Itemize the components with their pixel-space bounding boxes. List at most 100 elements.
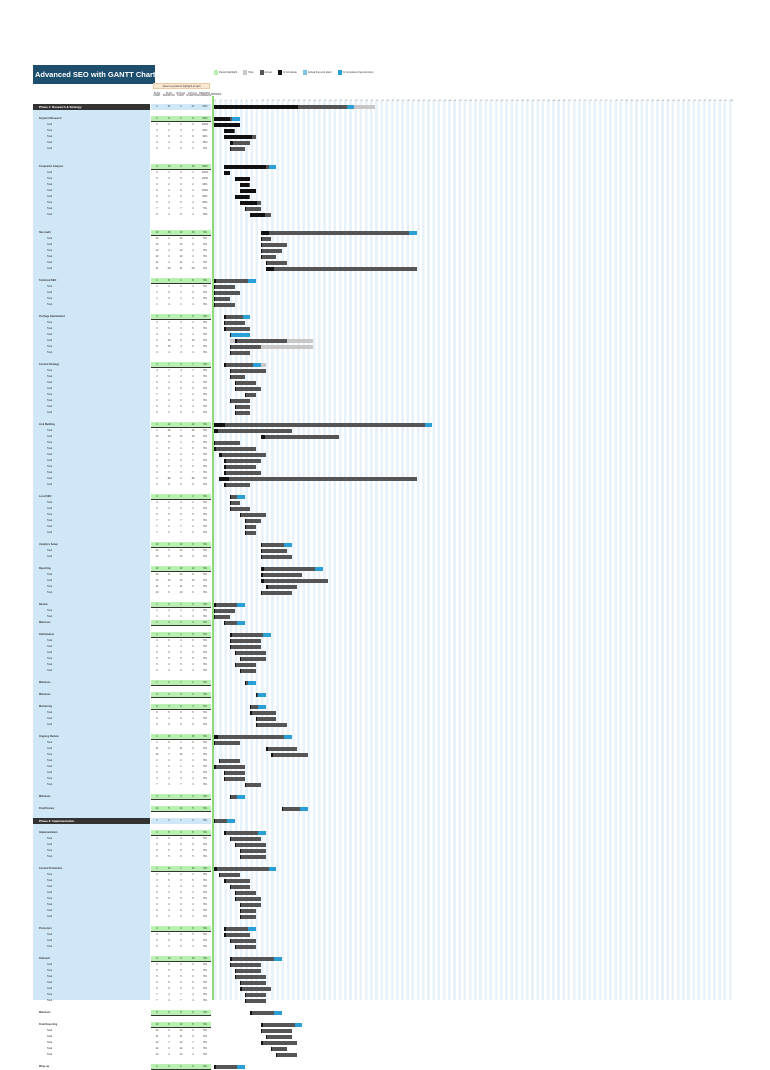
- table-row[interactable]: Task 6 4 6 4 5%: [33, 902, 734, 908]
- table-row[interactable]: Task 9 6 9 6 5%: [33, 722, 734, 728]
- table-row[interactable]: Final Review 14 5 14 5 5%: [33, 806, 734, 812]
- table-row[interactable]: Task 1 5 1 5 100%: [33, 122, 734, 128]
- table-row[interactable]: Wrap-up 1 6 1 6 5%: [33, 1064, 734, 1070]
- table-row[interactable]: Task 11 6 11 6 5%: [33, 746, 734, 752]
- table-row[interactable]: Optimization 4 8 4 8 5%: [33, 632, 734, 638]
- table-row[interactable]: Task 5 15 4 6 5%: [33, 344, 734, 350]
- table-row[interactable]: Task 5 4 5 4 5%: [33, 662, 734, 668]
- table-row[interactable]: Task 10 4 10 4 5%: [33, 248, 734, 254]
- table-row[interactable]: Task 4 5 4 5 5%: [33, 938, 734, 944]
- table-row[interactable]: Task 4 7 4 7 5%: [33, 368, 734, 374]
- table-row[interactable]: Task 7 4 7 4 5%: [33, 992, 734, 998]
- table-row[interactable]: Task 5 3 5 3 5%: [33, 410, 734, 416]
- table-row[interactable]: Task 5 6 5 6 5%: [33, 650, 734, 656]
- table-row[interactable]: Task 6 6 6 6 5%: [33, 986, 734, 992]
- table-row[interactable]: Task 4 6 4 6 5%: [33, 644, 734, 650]
- table-row[interactable]: Task 4 4 4 4 5%: [33, 506, 734, 512]
- table-row[interactable]: Analytics Setup 10 6 10 6 5%: [33, 542, 734, 548]
- table-row[interactable]: Keyword Research 1 5 1 5 60%: [33, 116, 734, 122]
- table-row[interactable]: Monitoring 8 3 8 3 5%: [33, 704, 734, 710]
- table-row[interactable]: Task 3 5 3 5 5%: [33, 482, 734, 488]
- table-row[interactable]: Task 7 3 7 3 5%: [33, 206, 734, 212]
- table-row[interactable]: Task 3 1 3 1 100%: [33, 170, 734, 176]
- table-row[interactable]: Task 3 2 3 2 90%: [33, 128, 734, 134]
- table-row[interactable]: Task 7 2 7 2 5%: [33, 524, 734, 530]
- table-row[interactable]: Task 6 3 6 3 5%: [33, 908, 734, 914]
- table-row[interactable]: Task 3 5 3 5 5%: [33, 932, 734, 938]
- table-row[interactable]: Task 10 8 10 8 5%: [33, 572, 734, 578]
- table-row[interactable]: Task 4 6 4 6 5%: [33, 962, 734, 968]
- table-row[interactable]: Task 5 4 5 4 5%: [33, 944, 734, 950]
- table-row[interactable]: Task 10 6 10 6 5%: [33, 590, 734, 596]
- table-row[interactable]: Task 7 3 7 3 5%: [33, 518, 734, 524]
- table-row[interactable]: Task 6 2 6 2 90%: [33, 182, 734, 188]
- table-row[interactable]: Task 4 4 4 4 15%: [33, 140, 734, 146]
- table-row[interactable]: Task 4 2 4 2 5%: [33, 500, 734, 506]
- table-row[interactable]: Task 1 5 1 5 5%: [33, 290, 734, 296]
- table-row[interactable]: Task 6 3 6 3 100%: [33, 188, 734, 194]
- table-row[interactable]: Site Audit 10 30 10 30 5%: [33, 230, 734, 236]
- table-row[interactable]: Task 7 3 7 3 5%: [33, 782, 734, 788]
- table-row[interactable]: On-Page Optimization 3 5 3 5 5%: [33, 314, 734, 320]
- table-row[interactable]: Task 3 7 3 7 5%: [33, 470, 734, 476]
- table-row[interactable]: Reporting 10 12 10 12 5%: [33, 566, 734, 572]
- table-row[interactable]: Implementation 3 8 3 8 5%: [33, 830, 734, 836]
- table-row[interactable]: Task 4 4 4 4 5%: [33, 884, 734, 890]
- table-row[interactable]: Promotion 3 6 3 6 5%: [33, 926, 734, 932]
- table-row[interactable]: Task 1 5 1 5 5%: [33, 440, 734, 446]
- table-row[interactable]: Task 3 5 3 5 5%: [33, 878, 734, 884]
- table-row[interactable]: Task 4 3 4 4 5%: [33, 332, 734, 338]
- table-row[interactable]: Task 7 2 7 2 5%: [33, 392, 734, 398]
- table-row[interactable]: Task 5 3 5 3 100%: [33, 176, 734, 182]
- table-row[interactable]: Task 6 5 6 5 5%: [33, 854, 734, 860]
- table-row[interactable]: Task 5 5 5 5 5%: [33, 896, 734, 902]
- table-row[interactable]: Task 5 4 5 4 5%: [33, 890, 734, 896]
- table-row[interactable]: Task 3 6 3 6 5%: [33, 464, 734, 470]
- table-row[interactable]: Task 6 5 6 5 5%: [33, 848, 734, 854]
- table-row[interactable]: Task 5 5 5 5 5%: [33, 968, 734, 974]
- table-row[interactable]: Milestone 4 3 4 3 5%: [33, 794, 734, 800]
- table-row[interactable]: Task 3 4 3 4 5%: [33, 770, 734, 776]
- table-row[interactable]: Milestone 8 6 8 6 5%: [33, 1010, 734, 1016]
- table-row[interactable]: Task 1 4 1 4 5%: [33, 302, 734, 308]
- table-row[interactable]: Task 6 3 6 3 5%: [33, 914, 734, 920]
- table-row[interactable]: Task 3 7 3 7 5%: [33, 458, 734, 464]
- table-row[interactable]: Task 4 6 4 6 5%: [33, 638, 734, 644]
- table-row[interactable]: Task 12 7 12 7 5%: [33, 752, 734, 758]
- table-row[interactable]: Task 1 8 1 8 5%: [33, 446, 734, 452]
- table-row[interactable]: Task 10 3 10 3 5%: [33, 254, 734, 260]
- table-row[interactable]: Ongoing Review 1 15 1 15 5%: [33, 734, 734, 740]
- table-row[interactable]: Task 5 4 5 4 5%: [33, 380, 734, 386]
- table-row[interactable]: Task 10 5 10 5 5%: [33, 242, 734, 248]
- table-row[interactable]: Task 10 15 10 15 5%: [33, 434, 734, 440]
- table-row[interactable]: Task 1 3 1 3 5%: [33, 614, 734, 620]
- table-row[interactable]: Task 4 3 4 3 5%: [33, 146, 734, 152]
- table-row[interactable]: Technical SEO 1 8 1 8 5%: [33, 278, 734, 284]
- table-row[interactable]: Task 1 15 1 15 5%: [33, 428, 734, 434]
- table-row[interactable]: Task 3 4 3 4 5%: [33, 320, 734, 326]
- table-row[interactable]: Task 4 3 4 3 5%: [33, 374, 734, 380]
- table-row[interactable]: Task 7 2 7 2 5%: [33, 530, 734, 536]
- table-row[interactable]: Task 10 13 10 13 5%: [33, 578, 734, 584]
- table-row[interactable]: Task 10 6 10 6 5%: [33, 554, 734, 560]
- table-row[interactable]: Task 2 9 2 9 5%: [33, 452, 734, 458]
- table-row[interactable]: Task 7 4 7 4 5%: [33, 998, 734, 1004]
- table-row[interactable]: Task 4 16 5 10 5%: [33, 338, 734, 344]
- table-row[interactable]: Phase 1: Research & Strategy 1 31 1 27 60%: [33, 104, 734, 110]
- table-row[interactable]: Task 4 4 4 4 5%: [33, 398, 734, 404]
- table-row[interactable]: Task 3 4 3 4 5%: [33, 776, 734, 782]
- table-row[interactable]: Task 3 5 3 5 5%: [33, 326, 734, 332]
- table-row[interactable]: Milestone 7 2 7 2 5%: [33, 680, 734, 686]
- table-row[interactable]: Task 1 3 1 3 5%: [33, 296, 734, 302]
- table-row[interactable]: Task 11 6 11 6 5%: [33, 584, 734, 590]
- table-row[interactable]: Milestone 9 2 9 2 5%: [33, 692, 734, 698]
- table-row[interactable]: Milestone 3 4 3 4 5%: [33, 620, 734, 626]
- table-row[interactable]: Task 6 3 6 3 5%: [33, 668, 734, 674]
- table-row[interactable]: Phase 2: Implementation 1 4 1 4 5%: [33, 818, 734, 824]
- table-row[interactable]: Task 2 4 2 4 5%: [33, 872, 734, 878]
- table-row[interactable]: Task 10 5 10 5 5%: [33, 548, 734, 554]
- table-row[interactable]: Task 5 3 5 3 5%: [33, 404, 734, 410]
- table-row[interactable]: Task 6 5 6 5 5%: [33, 980, 734, 986]
- table-row[interactable]: Task 1 5 1 5 5%: [33, 740, 734, 746]
- table-row[interactable]: Task 5 5 5 5 5%: [33, 386, 734, 392]
